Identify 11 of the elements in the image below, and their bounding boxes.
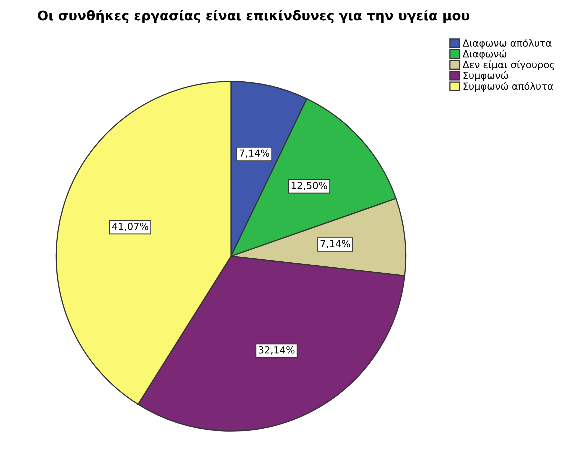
data-label: 7,14%	[320, 240, 350, 249]
data-label: 12,50%	[292, 182, 328, 190]
legend-label: Διαφωνώ	[462, 50, 507, 60]
legend-label: Συμφωνώ απόλυτα	[464, 82, 554, 92]
data-label: 41,07%	[112, 222, 148, 232]
legend-label: Συμφωνώ	[464, 71, 508, 82]
legend-label: Δεν είμαι σίγουρος	[462, 60, 554, 70]
data-label: 7,14%	[240, 150, 270, 158]
data-label: 32,14%	[258, 346, 295, 355]
chart-title: Οι συνθήκες εργασίας είναι επικίνδυνες για την υγεία μου	[38, 10, 470, 24]
legend-label: Διαφωνω απόλυτα	[462, 39, 552, 49]
